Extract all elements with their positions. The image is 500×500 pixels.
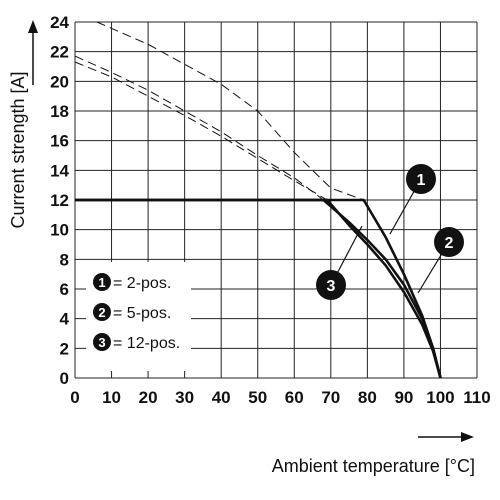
marker-3-label: 3 bbox=[327, 278, 336, 295]
x-axis-title: Ambient temperature [°C] bbox=[272, 432, 475, 476]
x-tick-label: 30 bbox=[175, 388, 194, 407]
y-tick-label: 8 bbox=[60, 250, 69, 269]
x-tick-label: 0 bbox=[70, 388, 79, 407]
tick-labels: 0 10 20 30 40 50 60 70 80 90 100 110024681012141618… bbox=[50, 13, 491, 407]
x-tick-label: 60 bbox=[285, 388, 304, 407]
curve-1-dashed bbox=[96, 21, 364, 201]
curve-markers: 1 2 3 bbox=[316, 164, 464, 300]
legend-marker-1 bbox=[93, 273, 111, 291]
marker-2-label: 2 bbox=[445, 235, 454, 252]
legend-marker-number: 1 bbox=[98, 275, 105, 290]
x-tick-label: 100 bbox=[426, 388, 454, 407]
x-tick-label: 80 bbox=[358, 388, 377, 407]
marker-1-label: 1 bbox=[417, 172, 426, 189]
marker-3-circle bbox=[316, 270, 346, 300]
curve-3-dashed bbox=[74, 61, 328, 201]
y-axis-arrow-head bbox=[28, 20, 38, 33]
y-tick-label: 14 bbox=[50, 161, 69, 180]
x-axis-label: Ambient temperature [°C] bbox=[272, 456, 475, 476]
curves bbox=[74, 21, 442, 379]
x-tick-label: 50 bbox=[248, 388, 267, 407]
legend-marker-number: 3 bbox=[98, 335, 105, 350]
x-tick-label: 110 bbox=[463, 388, 490, 407]
x-tick-label: 70 bbox=[321, 388, 340, 407]
y-tick-label: 4 bbox=[60, 310, 70, 329]
legend-label: = 2-pos. bbox=[113, 275, 171, 292]
y-tick-label: 6 bbox=[60, 280, 69, 299]
marker-1-circle bbox=[406, 164, 436, 194]
x-axis-arrow-head bbox=[461, 432, 474, 442]
y-tick-label: 16 bbox=[50, 132, 69, 151]
curve-3-solid bbox=[75, 198, 442, 379]
y-tick-label: 20 bbox=[50, 72, 69, 91]
y-tick-label: 18 bbox=[50, 102, 69, 121]
marker-2-circle bbox=[434, 227, 464, 257]
curve-2-dashed bbox=[74, 55, 324, 201]
y-tick-label: 22 bbox=[50, 43, 69, 62]
y-tick-label: 12 bbox=[50, 191, 69, 210]
y-tick-label: 10 bbox=[50, 221, 69, 240]
legend-marker-number: 2 bbox=[98, 305, 105, 320]
legend-marker-2 bbox=[93, 303, 111, 321]
legend-label: = 5-pos. bbox=[113, 305, 171, 322]
legend-marker-3 bbox=[93, 333, 111, 351]
grid bbox=[74, 21, 478, 379]
y-tick-label: 2 bbox=[60, 339, 69, 358]
y-axis-title: Current strength [A] bbox=[8, 20, 38, 229]
legend: 1 = 2-pos. 2 = 5-pos. 3 = 12-pos. bbox=[86, 262, 191, 371]
x-tick-label: 10 bbox=[102, 388, 121, 407]
y-tick-label: 0 bbox=[60, 369, 69, 388]
x-tick-label: 40 bbox=[212, 388, 231, 407]
x-tick-label: 90 bbox=[394, 388, 413, 407]
y-axis-label: Current strength [A] bbox=[8, 71, 28, 228]
legend-label: = 12-pos. bbox=[113, 335, 180, 352]
x-tick-label: 20 bbox=[139, 388, 158, 407]
y-tick-label: 24 bbox=[50, 13, 69, 32]
